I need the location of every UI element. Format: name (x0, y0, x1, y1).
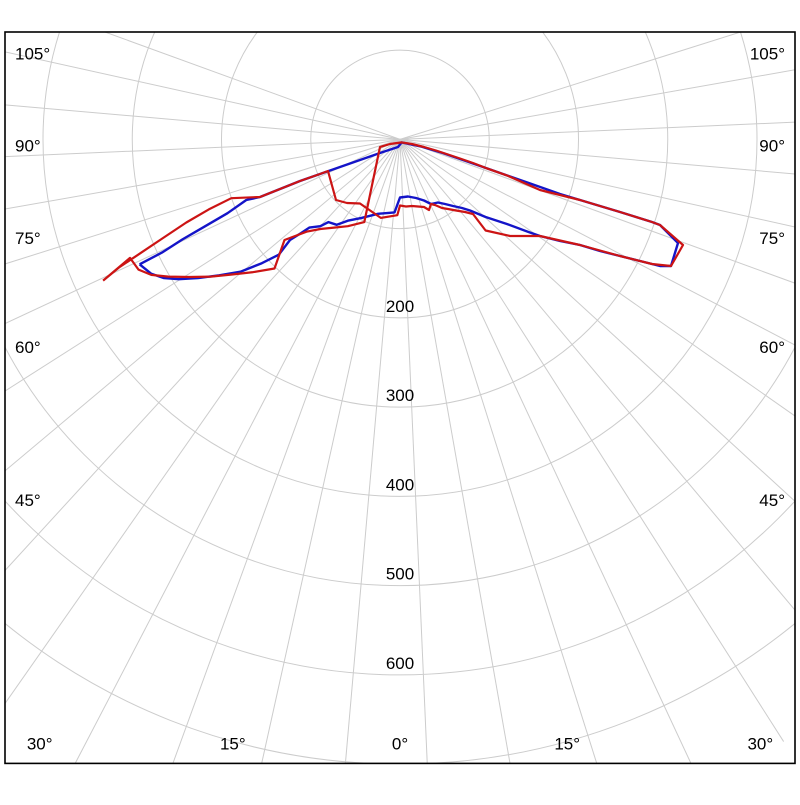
svg-text:60°: 60° (15, 338, 41, 357)
svg-text:60°: 60° (759, 338, 785, 357)
svg-text:30°: 30° (27, 734, 53, 753)
svg-text:15°: 15° (220, 734, 246, 753)
svg-text:600: 600 (386, 654, 414, 673)
svg-text:90°: 90° (759, 137, 785, 156)
svg-text:0°: 0° (392, 734, 408, 753)
svg-text:400: 400 (386, 475, 414, 494)
svg-text:105°: 105° (15, 44, 50, 63)
svg-text:30°: 30° (747, 734, 773, 753)
svg-text:300: 300 (386, 386, 414, 405)
svg-text:500: 500 (386, 565, 414, 584)
svg-text:15°: 15° (554, 734, 580, 753)
svg-text:75°: 75° (15, 229, 41, 248)
svg-text:45°: 45° (15, 491, 41, 510)
svg-text:105°: 105° (750, 44, 785, 63)
svg-text:75°: 75° (759, 229, 785, 248)
svg-text:45°: 45° (759, 491, 785, 510)
svg-text:200: 200 (386, 297, 414, 316)
svg-text:90°: 90° (15, 137, 41, 156)
